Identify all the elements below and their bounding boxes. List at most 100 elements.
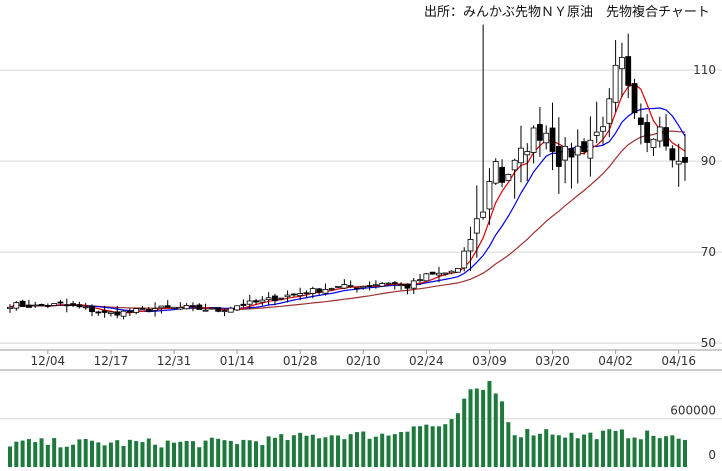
volume-bar xyxy=(348,434,353,467)
volume-bar xyxy=(525,428,530,467)
volume-bar xyxy=(39,438,44,467)
chart-title: 出所：みんかぶ先物ＮＹ原油 先物複合チャート xyxy=(424,4,710,20)
candle-body xyxy=(108,311,114,314)
volume-bar xyxy=(96,442,101,467)
volume-bar xyxy=(367,438,372,467)
candle-body xyxy=(164,305,171,308)
candle-body xyxy=(13,302,20,309)
candle-body xyxy=(19,300,26,307)
volume-bar xyxy=(645,430,650,467)
volume-bar xyxy=(588,432,593,467)
volume-bar xyxy=(626,438,631,467)
candle-body xyxy=(202,309,209,312)
candle-body xyxy=(562,145,569,161)
candle-body xyxy=(32,304,39,307)
candle-body xyxy=(82,306,89,309)
date-tick-label: 03/20 xyxy=(535,354,570,368)
candle-body xyxy=(303,292,310,295)
candle-body xyxy=(354,287,360,290)
candle-body xyxy=(543,132,550,144)
candle-body xyxy=(215,307,222,312)
volume-bar xyxy=(462,398,467,467)
grid-lines xyxy=(0,69,722,420)
volume-bar xyxy=(45,444,50,467)
price-tick-label: 90 xyxy=(701,154,716,168)
candle-body xyxy=(328,288,335,290)
volume-bar xyxy=(575,438,580,467)
candle-body xyxy=(246,300,253,305)
volume-bar xyxy=(58,447,63,467)
volume-bar xyxy=(52,438,57,467)
volume-bar xyxy=(424,424,429,467)
candle-body xyxy=(581,141,587,153)
candle-body xyxy=(417,279,423,282)
volume-bar xyxy=(493,393,498,467)
volume-bar xyxy=(405,431,410,467)
candle-body xyxy=(631,83,638,114)
volume-bar xyxy=(418,426,423,467)
volume-tick-label: 0 xyxy=(708,448,716,462)
volume-bar xyxy=(33,442,38,467)
candle-body xyxy=(555,146,562,167)
candle-body xyxy=(442,272,449,275)
candle-body xyxy=(290,293,297,296)
candle-body xyxy=(524,151,531,156)
title-box xyxy=(420,0,722,22)
volume-bar xyxy=(651,435,656,467)
volume-bar xyxy=(657,438,662,467)
volume-bar xyxy=(203,440,208,467)
candle-body xyxy=(335,285,341,288)
volume-bar xyxy=(14,441,19,467)
volume-bar xyxy=(190,441,195,467)
ma-long-line xyxy=(9,130,686,310)
candle-body xyxy=(492,161,499,184)
candle-body xyxy=(398,284,405,286)
candle-body xyxy=(76,304,83,308)
candle-body xyxy=(139,308,146,310)
date-tick-label: 12/17 xyxy=(94,354,129,368)
volume-bar xyxy=(380,433,385,467)
candle-body xyxy=(637,117,644,125)
volume-bar xyxy=(430,426,435,467)
volume-bar xyxy=(638,439,643,467)
volume-bar xyxy=(455,413,460,467)
candle-body xyxy=(467,239,474,252)
candle-body xyxy=(101,310,108,313)
volume-bar xyxy=(172,442,177,467)
volume-bar xyxy=(317,438,322,467)
candle-body xyxy=(410,280,417,289)
volume-bar xyxy=(411,426,416,467)
volume-bar xyxy=(386,435,391,467)
volume-bar xyxy=(260,445,265,467)
ma-short-line xyxy=(9,83,686,314)
volume-bar xyxy=(373,436,378,467)
volume-bar xyxy=(512,435,517,467)
volume-bar xyxy=(159,447,164,467)
candle-body xyxy=(360,285,367,289)
volume-bar xyxy=(500,401,505,467)
candle-body xyxy=(568,148,575,158)
date-tick-label: 02/10 xyxy=(346,354,381,368)
volume-bar xyxy=(329,435,334,467)
volume-bar xyxy=(619,429,624,467)
volume-bar xyxy=(594,439,599,467)
candle-body xyxy=(145,309,152,312)
price-tick-label: 50 xyxy=(701,336,716,350)
candle-body xyxy=(505,174,512,181)
candle-body xyxy=(177,307,184,310)
date-tick-label: 01/14 xyxy=(220,354,255,368)
candle-body xyxy=(208,307,215,310)
candle-body xyxy=(183,305,190,310)
volume-bar xyxy=(90,440,95,467)
volume-bar xyxy=(77,439,82,467)
volume-bar xyxy=(228,440,233,467)
candle-body xyxy=(625,56,632,86)
candle-body xyxy=(70,303,76,306)
candle-body xyxy=(656,126,663,142)
volume-bar xyxy=(146,438,151,467)
volume-bar xyxy=(670,435,675,467)
volume-bar xyxy=(235,444,240,467)
volume-bar xyxy=(165,440,170,467)
candle-body xyxy=(114,311,121,316)
